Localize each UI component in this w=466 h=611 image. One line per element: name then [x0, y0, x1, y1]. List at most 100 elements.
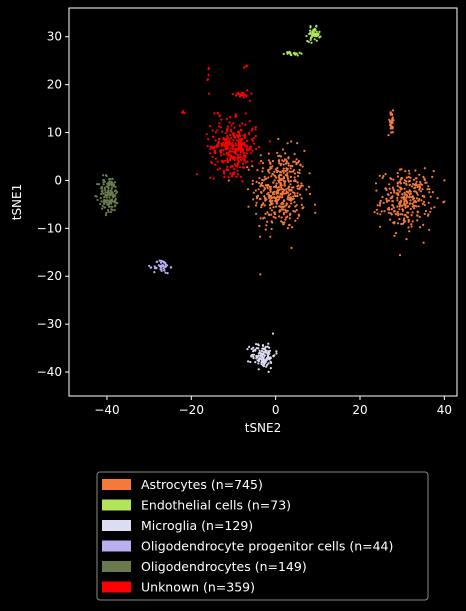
- data-point: [271, 332, 275, 335]
- data-point: [110, 182, 113, 185]
- data-point: [116, 202, 119, 205]
- data-point: [149, 266, 152, 269]
- data-point: [243, 96, 246, 99]
- data-point: [236, 154, 239, 157]
- data-point: [283, 184, 286, 187]
- data-point: [94, 195, 97, 198]
- data-point: [97, 183, 101, 186]
- data-point: [281, 188, 284, 191]
- data-point: [293, 201, 296, 204]
- data-point: [110, 180, 113, 183]
- data-point: [231, 174, 234, 177]
- series-2-points: [246, 332, 278, 373]
- y-tick-label: −30: [37, 317, 62, 331]
- y-tick-label: −40: [37, 365, 62, 379]
- data-point: [234, 115, 237, 119]
- data-point: [272, 173, 275, 176]
- data-point: [281, 169, 284, 172]
- data-point: [408, 179, 411, 183]
- data-point: [276, 169, 280, 173]
- data-point: [293, 179, 296, 182]
- data-point: [315, 39, 318, 42]
- data-point: [216, 112, 220, 115]
- data-point: [295, 204, 298, 207]
- data-point: [409, 199, 412, 202]
- data-point: [287, 194, 290, 197]
- data-point: [423, 167, 426, 170]
- data-point: [282, 179, 285, 182]
- data-point: [100, 207, 104, 210]
- data-point: [383, 210, 386, 213]
- data-point: [245, 152, 248, 155]
- data-point: [237, 91, 240, 94]
- data-point: [407, 226, 410, 229]
- data-point: [403, 198, 406, 201]
- data-point: [235, 175, 238, 178]
- data-point: [389, 111, 392, 115]
- data-point: [431, 191, 434, 194]
- data-point: [229, 136, 233, 140]
- data-point: [235, 144, 238, 147]
- data-point: [404, 170, 407, 173]
- data-point: [273, 179, 276, 182]
- data-point: [114, 189, 117, 192]
- data-point: [423, 203, 426, 206]
- data-point: [264, 345, 267, 348]
- data-point: [287, 185, 291, 188]
- data-point: [254, 348, 257, 351]
- data-point: [266, 185, 269, 188]
- data-point: [380, 210, 383, 213]
- data-point: [287, 179, 290, 182]
- data-point: [399, 200, 402, 203]
- data-point: [408, 193, 411, 196]
- data-point: [256, 194, 260, 197]
- data-point: [244, 161, 247, 164]
- data-point: [282, 199, 285, 202]
- data-point: [241, 91, 244, 94]
- data-point: [282, 223, 285, 226]
- data-point: [102, 183, 105, 186]
- y-tick-label: 20: [47, 78, 62, 92]
- data-point: [391, 204, 394, 207]
- data-point: [263, 354, 266, 357]
- data-point: [239, 175, 243, 178]
- data-point: [427, 213, 430, 216]
- data-point: [241, 94, 245, 97]
- data-point: [393, 191, 396, 194]
- data-point: [396, 189, 399, 192]
- data-point: [102, 174, 105, 177]
- data-point: [423, 177, 426, 180]
- data-point: [267, 342, 270, 345]
- data-point: [388, 183, 391, 186]
- data-point: [258, 177, 261, 180]
- legend-label: Oligodendrocytes (n=149): [141, 559, 307, 574]
- data-point: [286, 175, 289, 178]
- data-point: [405, 238, 408, 241]
- data-point: [293, 176, 296, 179]
- data-point: [297, 213, 300, 216]
- data-point: [269, 367, 272, 370]
- data-point: [407, 175, 410, 178]
- legend-label: Unknown (n=359): [141, 580, 255, 595]
- data-point: [398, 190, 401, 193]
- data-point: [153, 267, 157, 270]
- data-point: [264, 177, 267, 181]
- data-point: [263, 175, 266, 178]
- data-point: [231, 165, 235, 168]
- data-point: [392, 178, 395, 181]
- data-point: [278, 209, 281, 212]
- data-point: [210, 160, 213, 164]
- data-point: [309, 29, 312, 32]
- data-point: [302, 206, 305, 209]
- data-point: [409, 190, 412, 193]
- data-point: [255, 357, 258, 360]
- data-point: [260, 358, 263, 361]
- data-point: [244, 65, 248, 68]
- data-point: [237, 136, 240, 139]
- x-tick-label: 40: [437, 403, 452, 417]
- data-point: [271, 159, 275, 163]
- data-point: [416, 193, 419, 196]
- data-point: [221, 130, 224, 133]
- data-point: [251, 182, 254, 186]
- data-point: [312, 28, 315, 31]
